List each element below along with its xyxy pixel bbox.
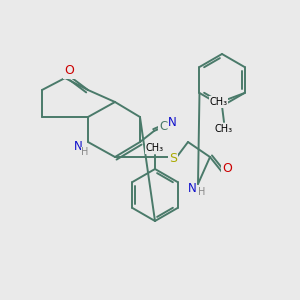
Text: CH₃: CH₃: [209, 97, 228, 107]
Text: N: N: [74, 140, 82, 154]
Text: CH₃: CH₃: [146, 143, 164, 153]
Text: H: H: [81, 147, 89, 157]
Text: C: C: [159, 121, 167, 134]
Text: O: O: [64, 64, 74, 77]
Text: CH₃: CH₃: [215, 124, 233, 134]
Text: O: O: [222, 163, 232, 176]
Text: N: N: [168, 116, 176, 128]
Text: N: N: [188, 182, 196, 194]
Text: S: S: [169, 152, 177, 166]
Text: H: H: [198, 187, 206, 197]
